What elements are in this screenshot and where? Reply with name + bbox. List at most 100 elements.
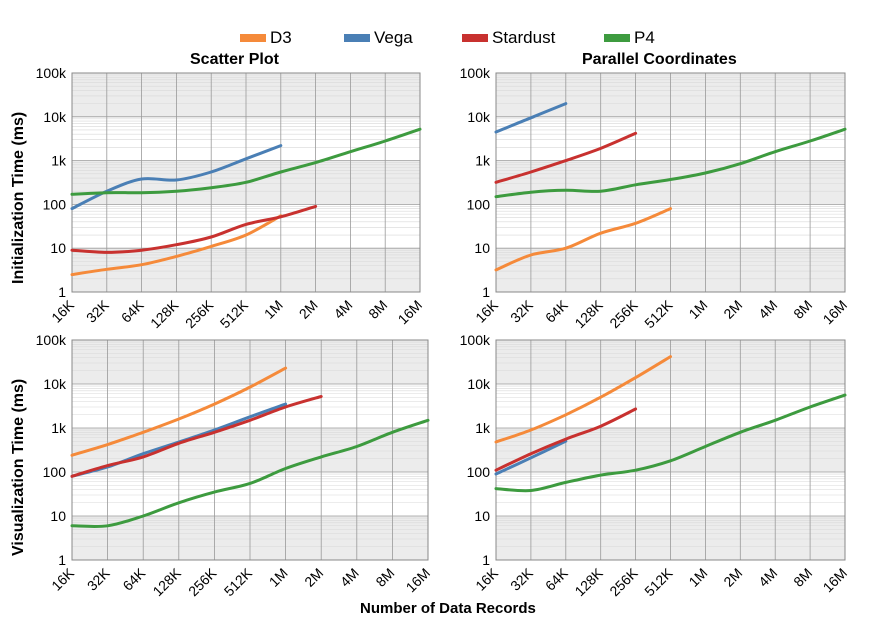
legend-label-p4: P4: [634, 28, 655, 47]
x-tick-label: 128K: [571, 296, 606, 331]
y-tick-label: 100k: [36, 65, 67, 81]
series-line-stardust: [494, 131, 638, 184]
y-tick-label: 10: [474, 240, 490, 256]
legend-swatch-p4: [604, 34, 630, 42]
x-tick-label: 16K: [48, 564, 77, 593]
y-tick-label: 1: [58, 552, 66, 568]
x-tick-label: 256K: [606, 296, 641, 331]
chart-title-scatter-plot: Scatter Plot: [190, 51, 279, 68]
x-axis-label: Number of Data Records: [360, 600, 536, 617]
legend-label-vega: Vega: [374, 28, 413, 47]
x-tick-label: 8M: [790, 565, 815, 590]
series-line-vega: [494, 102, 568, 134]
legend: D3 Vega Stardust P4: [0, 26, 873, 50]
legend-item-p4: P4: [604, 26, 655, 50]
legend-item-d3: D3: [240, 26, 292, 50]
series-line-d3: [494, 207, 672, 272]
x-tick-label: 32K: [507, 564, 536, 593]
x-tick-label: 512K: [641, 296, 676, 331]
x-tick-label: 1M: [261, 297, 286, 322]
plot-frame: [71, 339, 429, 561]
x-tick-label: 512K: [221, 564, 256, 599]
panel-parallel-vis: 1 10 100 1k 10k 100k 16K 32K 64K 128K 256K 512K 1M 2M…: [460, 332, 850, 599]
x-tick-label: 16M: [820, 297, 851, 328]
y-tick-label: 1k: [51, 420, 67, 436]
x-tick-label: 1M: [685, 297, 710, 322]
x-tick-label: 16K: [472, 564, 501, 593]
y-tick-label: 100: [43, 196, 67, 212]
y-tick-label: 10k: [43, 376, 67, 392]
x-tick-label: 2M: [720, 565, 745, 590]
legend-label-stardust: Stardust: [492, 28, 556, 47]
y-tick-label: 100: [467, 464, 491, 480]
legend-item-vega: Vega: [344, 26, 413, 50]
x-tick-label: 1M: [685, 565, 710, 590]
x-tick-label: 128K: [147, 296, 182, 331]
plot-frame: [71, 72, 421, 293]
x-tick-label: 16M: [820, 565, 851, 596]
series-line-stardust: [70, 204, 318, 254]
legend-swatch-stardust: [462, 34, 488, 42]
x-tick-label: 1M: [266, 565, 291, 590]
y-tick-label: 10k: [467, 109, 491, 125]
x-tick-label: 32K: [507, 296, 536, 325]
y-tick-label: 1: [482, 284, 490, 300]
x-tick-label: 128K: [149, 564, 184, 599]
series-line-p4: [494, 127, 847, 199]
legend-swatch-vega: [344, 34, 370, 42]
x-tick-label: 4M: [755, 297, 780, 322]
series-line-p4: [70, 418, 430, 529]
series-line-p4: [70, 127, 422, 196]
x-tick-label: 64K: [542, 296, 571, 325]
y-tick-label: 100: [43, 464, 67, 480]
x-tick-label: 512K: [641, 564, 676, 599]
y-tick-label: 1k: [475, 420, 491, 436]
x-tick-label: 4M: [330, 297, 355, 322]
x-tick-label: 256K: [606, 564, 641, 599]
series-line-vega: [494, 439, 568, 476]
y-tick-label: 100: [467, 196, 491, 212]
y-axis-label-visualization: Visualization Time (ms): [10, 378, 27, 556]
y-tick-label: 10: [50, 240, 66, 256]
x-tick-label: 32K: [84, 564, 113, 593]
x-tick-label: 2M: [720, 297, 745, 322]
x-tick-label: 256K: [182, 296, 217, 331]
x-tick-label: 8M: [365, 297, 390, 322]
series-line-d3: [70, 214, 283, 277]
series-line-stardust: [70, 395, 323, 478]
legend-item-stardust: Stardust: [462, 26, 555, 50]
y-tick-label: 1k: [475, 153, 491, 169]
y-tick-label: 1: [482, 552, 490, 568]
y-tick-label: 100k: [460, 65, 491, 81]
panel-parallel-init: 1 10 100 1k 10k 100k 16K 32K 64K 128K 256K 512K 1M 2M…: [460, 65, 850, 331]
y-tick-label: 1: [58, 284, 66, 300]
panel-scatter-init: 1 10 100 1k 10k 100k 16K 32K 64K 128K 256K 512K 1M 2M…: [36, 65, 425, 331]
y-tick-label: 10k: [43, 109, 67, 125]
series-line-p4: [494, 393, 847, 493]
x-tick-label: 16M: [395, 297, 426, 328]
x-tick-label: 32K: [83, 296, 112, 325]
x-tick-label: 2M: [296, 297, 321, 322]
panel-scatter-vis: 1 10 100 1k 10k 100k 16K 32K 64K 128K 256K 512K 1M 2M…: [36, 332, 433, 599]
y-tick-label: 10: [50, 508, 66, 524]
x-tick-label: 4M: [337, 565, 362, 590]
y-axis-label-initialization: Initialization Time (ms): [10, 111, 27, 284]
x-tick-label: 2M: [301, 565, 326, 590]
series-line-d3: [494, 355, 672, 444]
y-tick-label: 1k: [51, 153, 67, 169]
plot-frame: [495, 339, 846, 561]
x-tick-label: 512K: [217, 296, 252, 331]
y-tick-label: 100k: [36, 332, 67, 348]
x-tick-label: 256K: [185, 564, 220, 599]
x-tick-label: 64K: [542, 564, 571, 593]
x-tick-label: 64K: [119, 564, 148, 593]
series-line-stardust: [494, 407, 638, 472]
legend-label-d3: D3: [270, 28, 292, 47]
x-tick-label: 16M: [403, 565, 434, 596]
series-line-d3: [70, 366, 288, 457]
y-tick-label: 10: [474, 508, 490, 524]
x-tick-label: 4M: [755, 565, 780, 590]
x-tick-label: 16K: [472, 296, 501, 325]
